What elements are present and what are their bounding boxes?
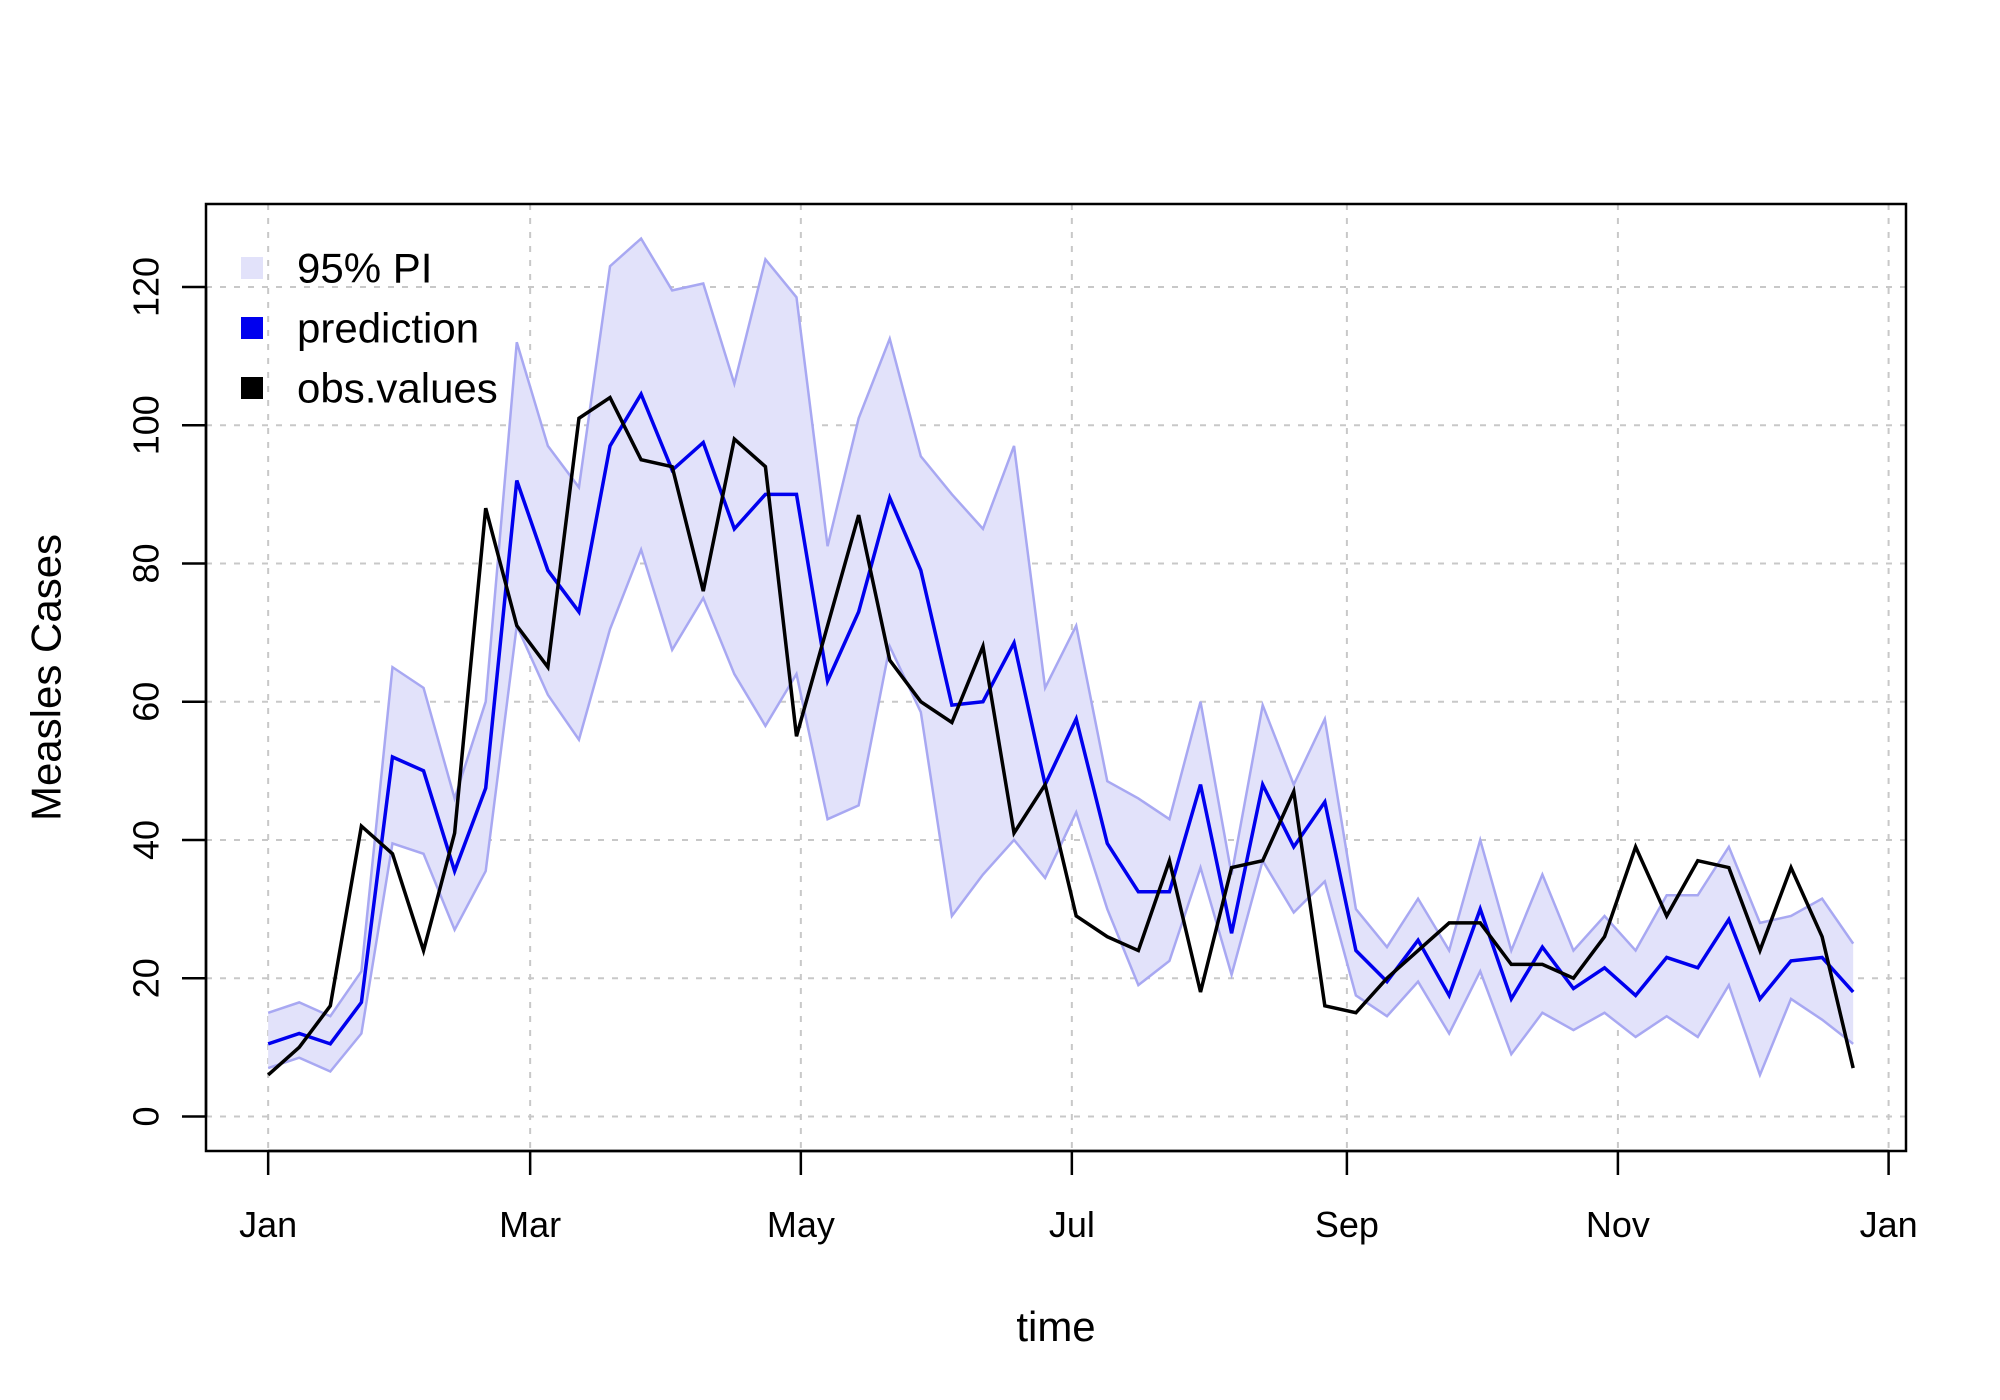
legend-swatch-2 — [241, 377, 263, 399]
x-tick-label-0: Jan — [239, 1204, 297, 1245]
x-tick-label-4: Sep — [1315, 1204, 1379, 1245]
series-line-prediction — [267, 390, 1855, 1046]
y-tick-label-4: 80 — [126, 543, 167, 583]
y-tick-label-1: 20 — [126, 958, 167, 998]
x-tick-label-5: Nov — [1586, 1204, 1650, 1245]
prediction-interval-band — [267, 236, 1855, 1079]
series-line-obs-values — [266, 394, 1855, 1077]
x-tick-label-3: Jul — [1049, 1204, 1095, 1245]
legend-label-2: obs.values — [297, 365, 498, 412]
y-axis: 0 20 40 60 80 100 120 — [126, 257, 208, 1126]
y-axis-title: Measles Cases — [23, 534, 70, 821]
x-axis-title: time — [1016, 1303, 1095, 1350]
y-tick-label-2: 40 — [126, 820, 167, 860]
x-tick-label-6: Jan — [1860, 1204, 1918, 1245]
y-tick-label-3: 60 — [126, 682, 167, 722]
band-upper-line — [267, 236, 1855, 1018]
y-tick-label-6: 120 — [126, 257, 167, 317]
legend-swatch-1 — [241, 317, 263, 339]
y-tick-label-5: 100 — [126, 395, 167, 455]
x-tick-label-2: May — [767, 1204, 835, 1245]
series-lines — [266, 390, 1855, 1077]
x-tick-label-1: Mar — [499, 1204, 561, 1245]
legend: 95% PI prediction obs.values — [241, 245, 498, 412]
x-axis: Jan Mar May Jul Sep Nov Jan — [239, 1149, 1918, 1245]
legend-label-1: prediction — [297, 305, 479, 352]
y-tick-label-0: 0 — [126, 1106, 167, 1126]
legend-swatch-0 — [241, 257, 263, 279]
legend-label-0: 95% PI — [297, 245, 432, 292]
